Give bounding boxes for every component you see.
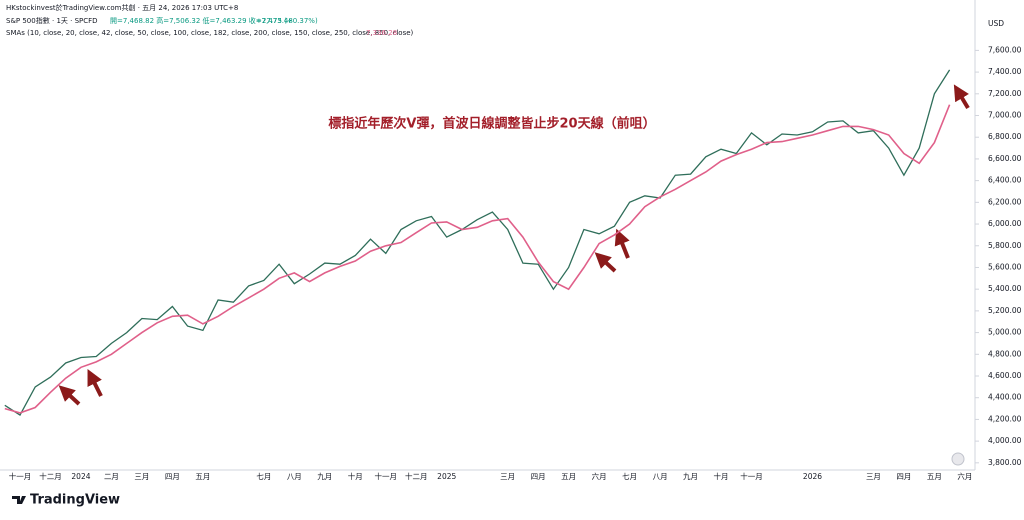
- y-tick-label: 7,200.00: [988, 89, 1022, 98]
- x-tick-label: 四月: [165, 472, 180, 481]
- y-tick-label: 5,800.00: [988, 241, 1022, 250]
- y-tick-label: 4,800.00: [988, 349, 1022, 358]
- x-tick-label: 七月: [622, 472, 637, 481]
- y-tick-label: 7,000.00: [988, 111, 1022, 120]
- symbol-info: · 1天 · SPCFD: [52, 17, 98, 25]
- x-tick-label: 三月: [866, 472, 881, 481]
- x-tick-label: 四月: [531, 472, 546, 481]
- y-tick-label: 5,600.00: [988, 262, 1022, 271]
- y-tick-label: 4,400.00: [988, 393, 1022, 402]
- x-tick-label: 五月: [561, 472, 576, 481]
- y-tick-label: 6,800.00: [988, 132, 1022, 141]
- arrow: [594, 252, 617, 273]
- y-tick-label: 4,200.00: [988, 414, 1022, 423]
- x-tick-label: 2024: [71, 472, 90, 481]
- x-tick-label: 九月: [683, 472, 698, 481]
- ohlc: 開=7,468.82 高=7,506.32 低=7,463.29 收=7,473…: [110, 16, 293, 25]
- x-tick-label: 七月: [256, 472, 271, 481]
- x-tick-label: 十二月: [405, 471, 428, 481]
- y-tick-label: 5,400.00: [988, 284, 1022, 293]
- x-tick-label: 九月: [317, 472, 332, 481]
- sma-value: 7,336.28: [366, 29, 397, 37]
- x-tick-label: 六月: [592, 471, 607, 481]
- x-tick-label: 八月: [287, 472, 302, 481]
- series-line: [4, 104, 951, 414]
- y-tick-label: 6,000.00: [988, 219, 1022, 228]
- arrow: [87, 369, 103, 397]
- x-tick-label: 六月: [957, 471, 972, 481]
- arrow: [953, 84, 970, 110]
- x-tick-label: 十月: [348, 471, 363, 481]
- annotation: 標指近年歷次V彈，首波日線調整皆止步20天線（前咀）: [328, 116, 655, 132]
- logo-mark: [12, 496, 26, 504]
- arrows: [58, 84, 970, 406]
- arrow: [614, 228, 630, 259]
- x-tick-label: 八月: [653, 472, 668, 481]
- currency: USD: [988, 19, 1004, 28]
- x-tick-label: 十一月: [9, 471, 32, 481]
- flag-icon[interactable]: [951, 452, 965, 466]
- x-tick-label: 十月: [714, 471, 729, 481]
- x-tick-label: 二月: [104, 472, 119, 481]
- brand: TradingView: [30, 493, 120, 508]
- x-tick-label: 三月: [500, 472, 515, 481]
- y-tick-label: 4,000.00: [988, 436, 1022, 445]
- x-tick-label: 十一月: [375, 471, 398, 481]
- byline: HKstockinvest於TradingView.com共創 · 五月 24,…: [6, 3, 238, 12]
- y-tick-label: 7,400.00: [988, 67, 1022, 76]
- y-tick-label: 5,200.00: [988, 306, 1022, 315]
- x-tick-label: 五月: [927, 472, 942, 481]
- y-tick-label: 6,200.00: [988, 197, 1022, 206]
- series-line: [4, 69, 951, 417]
- x-tick-label: 三月: [134, 472, 149, 481]
- y-tick-label: 6,400.00: [988, 176, 1022, 185]
- sma-name: SMAs (10, close, 20, close, 42, close, 5…: [6, 29, 414, 37]
- series-name: S&P 500指數: [6, 16, 50, 25]
- x-tick-label: 四月: [896, 472, 911, 481]
- y-tick-label: 4,600.00: [988, 371, 1022, 380]
- y-tick-label: 7,600.00: [988, 45, 1022, 54]
- arrow: [58, 385, 81, 406]
- x-tick-label: 2025: [437, 472, 456, 481]
- change: +27.75 (+0.37%): [256, 17, 318, 25]
- y-tick-label: 6,600.00: [988, 154, 1022, 163]
- x-tick-label: 十二月: [39, 471, 62, 481]
- x-tick-label: 2026: [803, 472, 822, 481]
- y-tick-label: 5,000.00: [988, 328, 1022, 337]
- x-tick-label: 十一月: [740, 471, 763, 481]
- x-tick-label: 五月: [195, 472, 210, 481]
- y-tick-label: 3,800.00: [988, 458, 1022, 467]
